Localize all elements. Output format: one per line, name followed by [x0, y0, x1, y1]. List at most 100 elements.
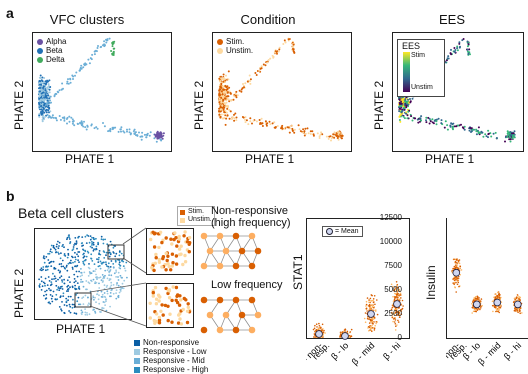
cell-point [119, 128, 122, 131]
beta-cell-point [108, 249, 111, 252]
cell-point [420, 115, 423, 118]
beta-cell-point [59, 287, 62, 290]
beta-cell-point [115, 269, 117, 272]
inset-high-point [166, 262, 170, 266]
strip-point [390, 308, 393, 311]
cell-point [110, 50, 113, 52]
strip-point [368, 322, 371, 324]
beta-cell-point [67, 235, 70, 237]
cell-point [60, 88, 63, 91]
beta-cell-point [102, 307, 105, 310]
cell-point [291, 130, 294, 132]
beta-cell-point [74, 265, 77, 267]
strip-point [499, 297, 501, 299]
beta-cell-point [52, 244, 55, 247]
cell-point [84, 62, 87, 65]
beta-cell-point [94, 281, 97, 283]
cell-point [233, 119, 236, 122]
beta-cell-point [93, 263, 96, 265]
cell-point [512, 132, 515, 135]
beta-cell-point [93, 238, 96, 241]
beta-cell-point [51, 278, 53, 281]
cell-point [258, 69, 261, 72]
cell-point [220, 77, 223, 80]
beta-cell-point [70, 262, 72, 264]
cell-point [43, 111, 46, 114]
beta-cell-point [85, 280, 88, 282]
cell-point [282, 43, 285, 45]
beta-cell-point [50, 283, 53, 286]
beta-cell-point [90, 253, 93, 256]
strip-point [518, 298, 521, 300]
cell-point [55, 119, 58, 122]
beta-cell-point [52, 272, 54, 275]
beta-cell-point [103, 284, 106, 287]
beta-cell-point [113, 272, 116, 275]
beta-cell-point [115, 271, 118, 273]
cell-point [297, 124, 300, 127]
beta-cell-point [91, 242, 94, 245]
cell-point [86, 124, 89, 127]
colorbar-bottom-label: Unstim [411, 84, 433, 91]
cell-point [218, 94, 221, 97]
cell-point [102, 122, 104, 124]
beta-cell-point [87, 296, 89, 299]
cell-point [427, 116, 430, 119]
inset-low-point [175, 294, 179, 298]
legend-sq-low [134, 348, 140, 355]
cell-point [320, 131, 323, 134]
beta-cell-point [93, 298, 95, 301]
beta-cell-point [110, 260, 113, 262]
beta-cell-point [55, 280, 57, 282]
cell-point [227, 105, 230, 108]
beta-cell-point [118, 261, 121, 264]
beta-cell-point [95, 237, 97, 240]
cell-point [69, 81, 72, 84]
inset-low-point [176, 321, 181, 325]
cell-point [266, 61, 269, 64]
beta-cell-point [124, 269, 127, 272]
beta-cell-point [84, 308, 86, 310]
beta-cell-point [49, 248, 52, 251]
cell-point [283, 127, 286, 130]
beta-cell-point [74, 251, 76, 254]
cell-point [293, 131, 296, 134]
beta-cell-point [74, 237, 77, 239]
beta-cell-point [101, 308, 103, 310]
cell-point [220, 101, 223, 104]
cell-point [401, 98, 404, 101]
cell-point [450, 53, 453, 56]
inset-low-point [167, 296, 172, 300]
cell-point [222, 80, 225, 83]
beta-cell-point [61, 245, 64, 248]
strip-point [317, 327, 320, 330]
cell-point [47, 106, 49, 109]
inset-high-point [170, 252, 175, 256]
beta-cell-point [49, 294, 52, 296]
cell-point [462, 127, 465, 130]
strip-point [478, 307, 480, 310]
network-node [232, 326, 240, 334]
network-node [254, 247, 262, 255]
beta-cell-point [48, 280, 51, 282]
beta-cell-point [82, 296, 85, 299]
network-node [238, 311, 246, 319]
cell-point [484, 133, 487, 136]
cell-point [67, 82, 70, 85]
plot-title-ees: EES [438, 12, 465, 27]
cell-point [228, 117, 231, 120]
beta-cell-point [98, 256, 100, 259]
xlabel-condition: PHATE 1 [245, 152, 295, 166]
cell-point [509, 138, 512, 141]
beta-cell-point [89, 245, 92, 248]
beta-cell-point [45, 293, 48, 296]
strip-point [393, 313, 395, 316]
cell-point [228, 86, 231, 89]
inset-high-point [154, 256, 158, 260]
cell-point [487, 129, 490, 132]
cell-point [457, 124, 460, 127]
cell-point [140, 138, 143, 141]
cell-point [54, 92, 57, 95]
cell-point [292, 46, 295, 49]
cell-point [44, 95, 47, 98]
